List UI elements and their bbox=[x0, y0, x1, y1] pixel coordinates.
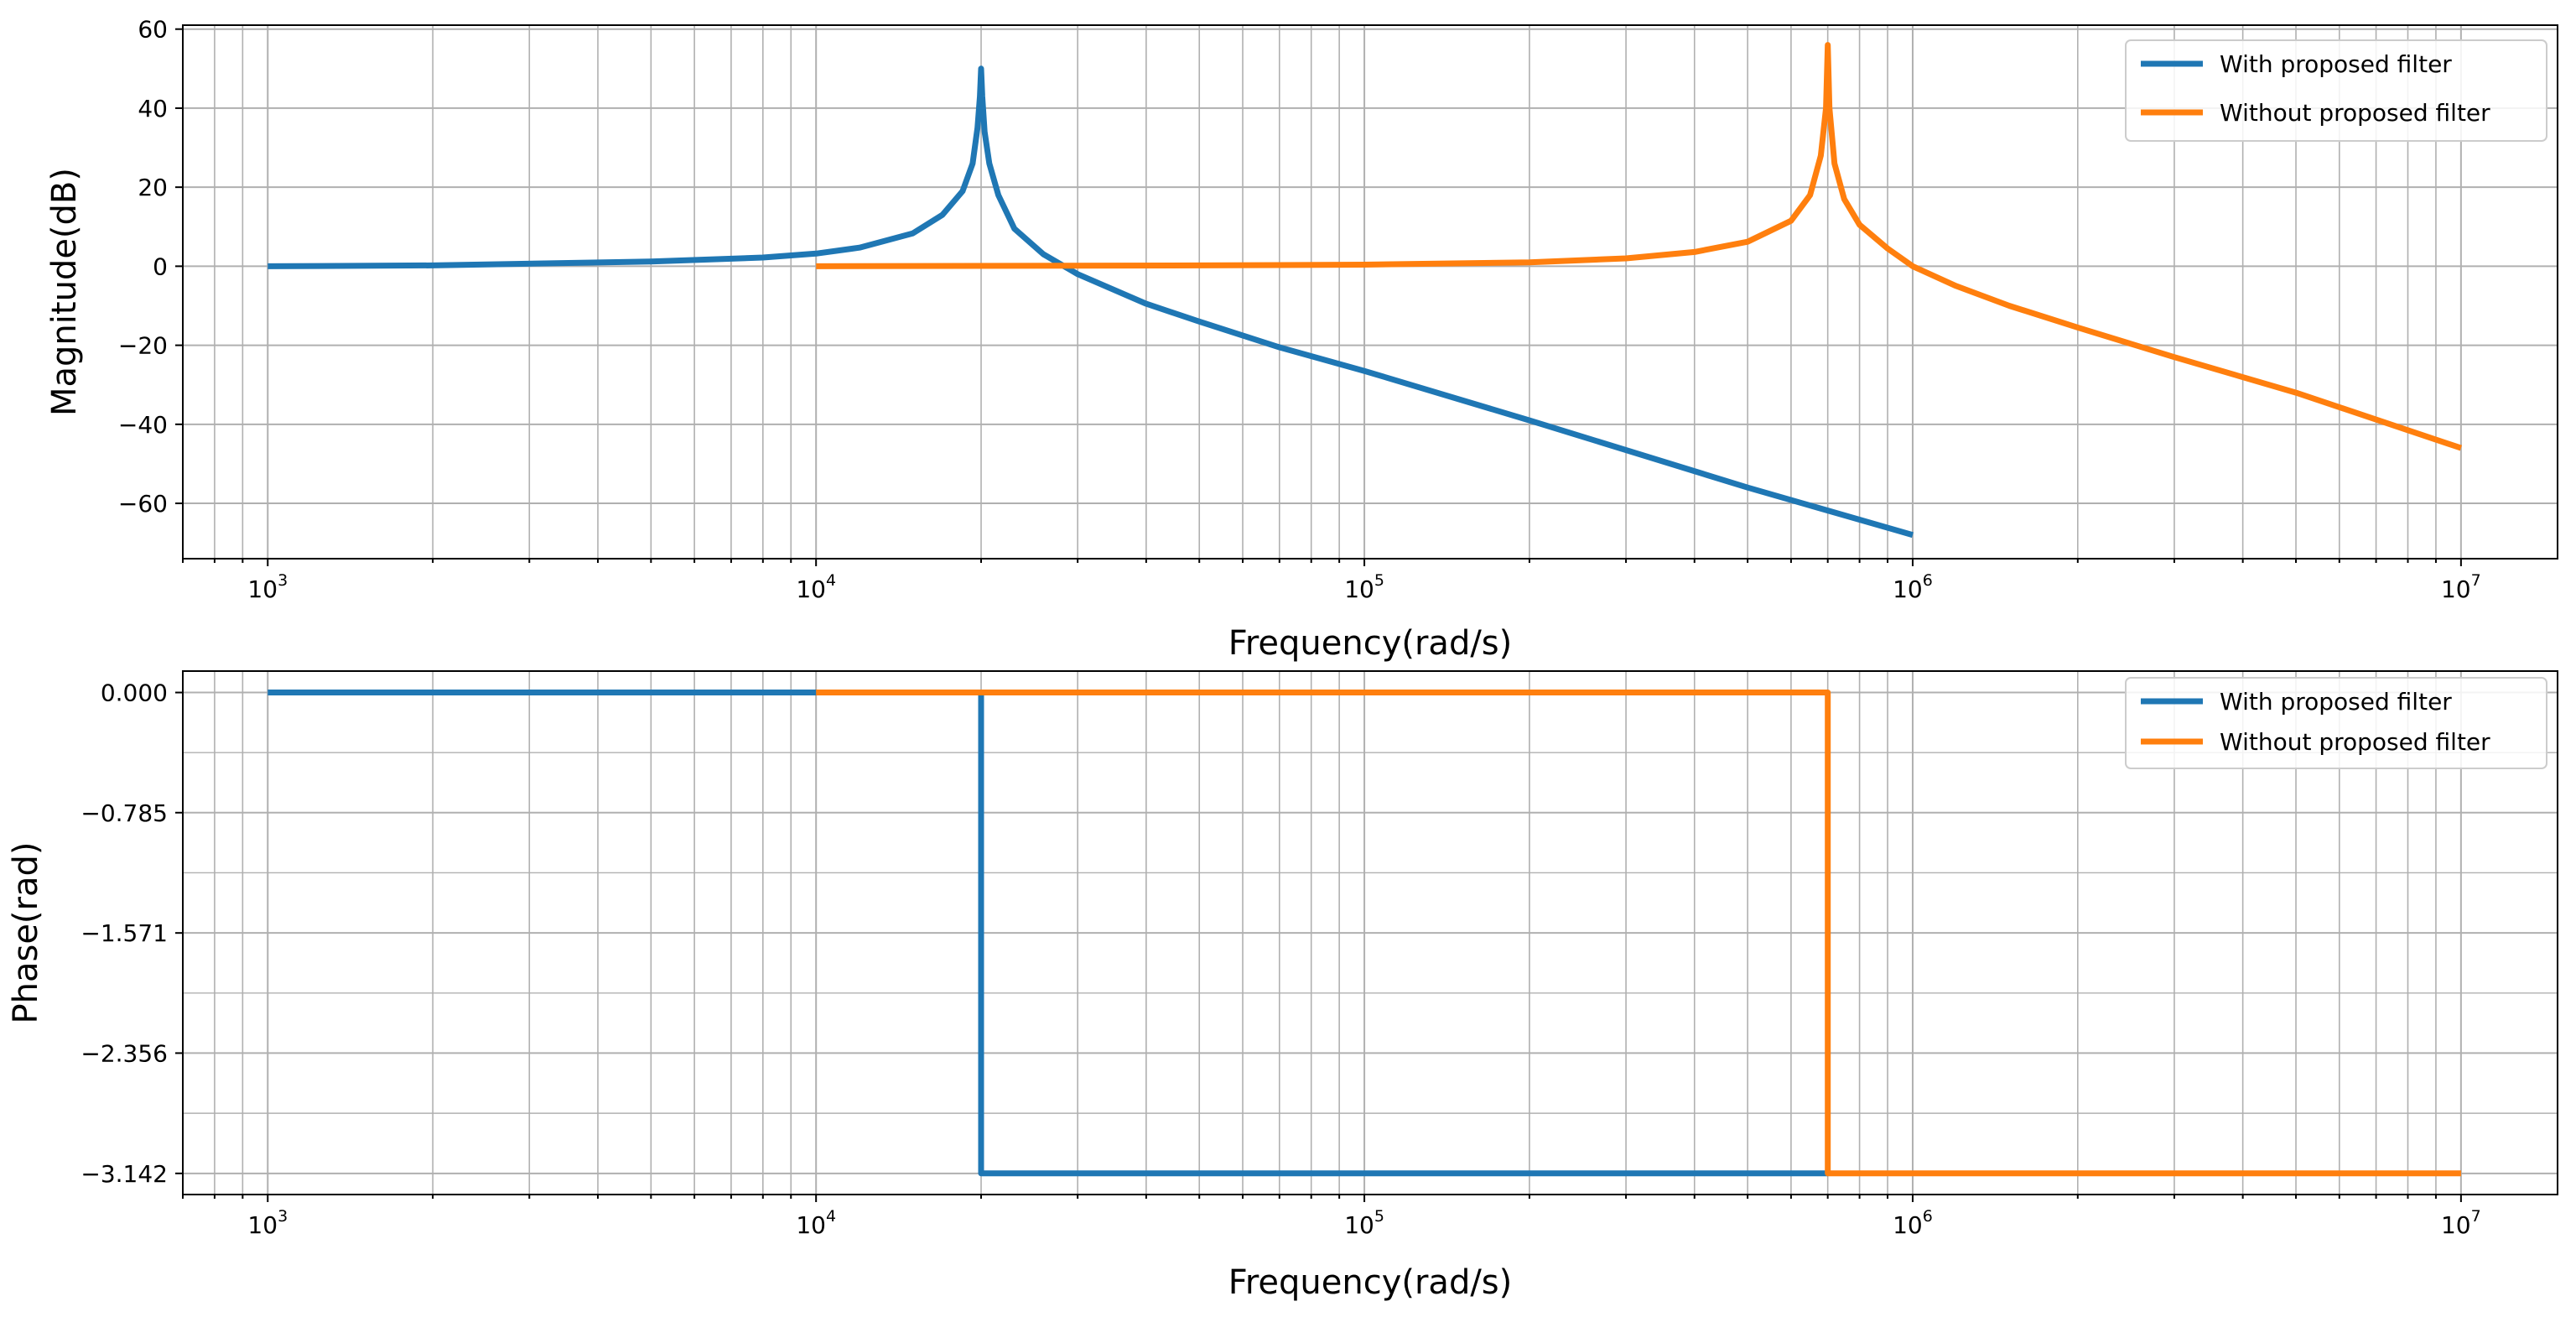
series-line-without-proposed-filter bbox=[816, 42, 2463, 451]
y-axis-title: Magnitude(dB) bbox=[45, 168, 84, 416]
x-axis-title: Frequency(rad/s) bbox=[1228, 1263, 1513, 1302]
magnitude-chart: 103 104 105 106 107 60 40 20 0 −20 −40 −60 Frequency… bbox=[45, 16, 2558, 663]
x-axis-title: Frequency(rad/s) bbox=[1228, 624, 1513, 663]
legend-label-without-proposed-filter: Without proposed filter bbox=[2220, 728, 2490, 756]
x-tick-label: 105 bbox=[1344, 571, 1384, 603]
y-tick-label: 20 bbox=[138, 174, 168, 201]
legend-label-without-proposed-filter: Without proposed filter bbox=[2220, 99, 2490, 127]
phase-chart: 103 104 105 106 107 0.000 −0.785 −1.571 −2.356 −3… bbox=[7, 670, 2558, 1302]
x-tick-label: 107 bbox=[2441, 571, 2481, 603]
axes-frame bbox=[182, 24, 2558, 560]
legend: With proposed filter Without proposed fil… bbox=[2125, 39, 2547, 142]
y-tick-label: −3.142 bbox=[80, 1160, 168, 1188]
y-tick-label: 0 bbox=[153, 252, 168, 280]
y-tick-label: −2.356 bbox=[80, 1039, 168, 1067]
y-tick-label: −40 bbox=[118, 411, 168, 439]
x-tick-label: 104 bbox=[796, 571, 836, 603]
y-tick-label: −0.785 bbox=[80, 799, 168, 827]
y-tick-label: 60 bbox=[138, 16, 168, 44]
x-tick-label: 104 bbox=[796, 1207, 836, 1239]
y-tick-label: −20 bbox=[118, 332, 168, 360]
y-tick-label: −1.571 bbox=[80, 919, 168, 947]
series-line-without-proposed-filter bbox=[816, 690, 2461, 1177]
x-tick-label: 103 bbox=[247, 1207, 288, 1239]
x-tick-label: 103 bbox=[247, 571, 288, 603]
legend-label-with-proposed-filter: With proposed filter bbox=[2220, 50, 2452, 78]
series-line-with-proposed-filter bbox=[267, 690, 1828, 1177]
series-line-with-proposed-filter bbox=[267, 65, 1914, 539]
x-tick-label: 107 bbox=[2441, 1207, 2481, 1239]
legend: With proposed filter Without proposed fil… bbox=[2125, 677, 2547, 769]
x-tick-label: 106 bbox=[1893, 1207, 1933, 1239]
grid bbox=[182, 25, 2558, 559]
y-tick-label: 40 bbox=[138, 95, 168, 122]
legend-label-with-proposed-filter: With proposed filter bbox=[2220, 688, 2452, 716]
y-axis-title: Phase(rad) bbox=[7, 842, 45, 1024]
legend-box bbox=[2125, 677, 2547, 769]
legend-box bbox=[2125, 39, 2547, 142]
y-tick-label: −60 bbox=[118, 490, 168, 518]
y-tick-label: 0.000 bbox=[101, 679, 168, 707]
x-tick-label: 106 bbox=[1893, 571, 1933, 603]
x-tick-label: 105 bbox=[1344, 1207, 1384, 1239]
